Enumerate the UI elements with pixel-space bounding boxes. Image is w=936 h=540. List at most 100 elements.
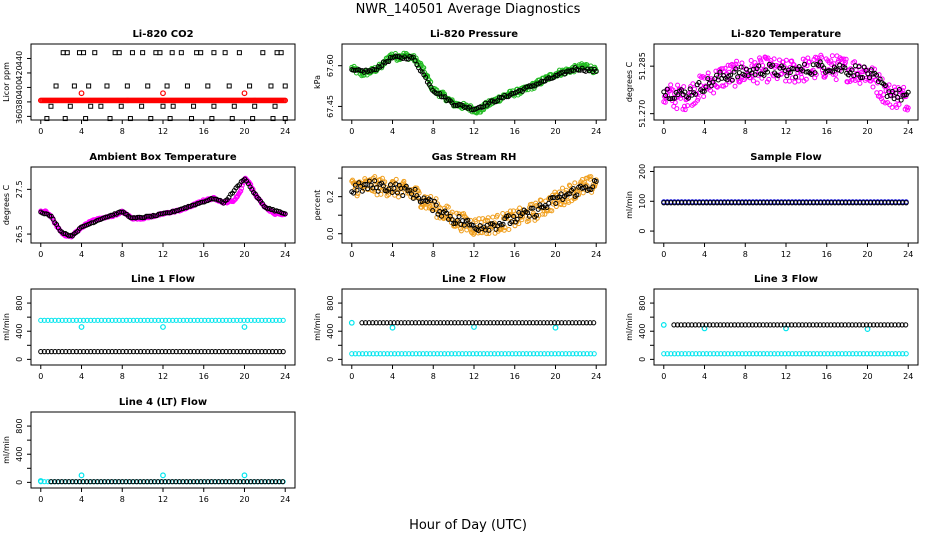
- panel-3-series-2-point: [859, 74, 865, 80]
- panel-10-series-2-point: [169, 479, 175, 485]
- panel-1-series-1-point: [250, 116, 256, 122]
- panel-3-series-2-point: [882, 83, 888, 89]
- panel-8-title: Line 2 Flow: [442, 274, 506, 285]
- panel-10-series-2-point: [162, 479, 168, 485]
- panel-3-series-1-point: [829, 62, 835, 68]
- panel-6-series-2-point: [835, 200, 842, 206]
- panel-8-series-2-point: [569, 320, 575, 326]
- panel-10-series-2-point: [269, 479, 275, 485]
- panel-5-xtick-label: 12: [469, 250, 479, 259]
- panel-3-series-2-point: [801, 61, 807, 67]
- panel-10-series-2-point: [116, 479, 122, 485]
- panel-3-series-1-point: [704, 73, 710, 79]
- panel-5-series-2-point: [416, 195, 422, 201]
- panel-7-series-1-point: [56, 317, 62, 323]
- panel-9-series-2-point: [885, 322, 891, 328]
- panel-5-series-2-point: [514, 216, 520, 222]
- panel-7-series-2-point: [45, 349, 51, 355]
- panel-3-series-1-point: [771, 56, 777, 62]
- panel-7-series-2-point: [241, 349, 247, 355]
- panel-6-series-2-point: [775, 200, 781, 206]
- panel-9-series-1-point: [892, 351, 899, 357]
- panel-9-series-1-point: [753, 351, 760, 357]
- panel-8-series-2-point: [384, 320, 390, 326]
- panel-3-series-2-point: [728, 72, 734, 78]
- panel-7-ylabel: ml/min: [2, 313, 11, 341]
- panel-8-series-1-point: [441, 351, 448, 357]
- panel-6-series-2-point: [760, 200, 767, 206]
- panel-7-xtick-label: 16: [199, 372, 209, 381]
- panel-7-series-1-point: [212, 317, 219, 323]
- panel-7-series-2-point: [91, 349, 97, 355]
- panel-9-series-2-point: [846, 322, 852, 328]
- panel-9-xtick-label: 0: [661, 372, 666, 381]
- panel-1-series-1-point: [270, 116, 276, 122]
- panel-3-series-2-point: [752, 72, 758, 78]
- panel-8-series-2-point: [437, 320, 443, 326]
- panel-3-series-2-point: [765, 69, 771, 75]
- panel-8-series-1-point: [509, 351, 515, 357]
- panel-9-series-1-point: [857, 351, 863, 357]
- panel-8-series-1-point: [530, 351, 537, 357]
- panel-5-series-2-point: [365, 186, 371, 192]
- panel-8-series-2-point: [583, 320, 590, 326]
- panel-10-series-2-point: [108, 479, 115, 485]
- panel-5-ylabel: percent: [313, 190, 322, 221]
- panel-7-series-2-point: [170, 349, 176, 355]
- panel-7-series-1-point: [91, 317, 97, 323]
- panel-9-series-1-point: [860, 351, 867, 357]
- panel-9-series-2-point: [771, 322, 777, 328]
- panel-8-series-1-point: [427, 351, 433, 357]
- panel-5-series-2-point: [553, 201, 559, 207]
- panel-8-series-2-point: [523, 320, 529, 326]
- panel-1-series-1-point: [83, 116, 89, 122]
- panel-9-series-1-point: [736, 351, 742, 357]
- panel-8-series-1-point: [555, 351, 562, 357]
- panel-9-xtick-label: 20: [862, 372, 872, 381]
- panel-8-series-1-highlight: [552, 324, 559, 331]
- panel-10-series-2-point: [84, 479, 90, 485]
- panel-5-series-1-point: [567, 183, 573, 189]
- panel-4-xtick-label: 16: [199, 250, 209, 259]
- panel-8-series-2-point: [494, 320, 501, 326]
- panel-3-series-2-point: [770, 62, 776, 68]
- panel-3-series-1-point: [857, 80, 863, 86]
- panel-10-series-2-point: [276, 479, 282, 485]
- panel-8-series-1-point: [452, 351, 458, 357]
- panel-5-series-2-point: [375, 188, 381, 194]
- panel-9-series-2-point: [721, 322, 727, 328]
- panel-6-series-2-point: [736, 200, 742, 206]
- panel-10-series-2-point: [198, 479, 204, 485]
- panel-3-series-1-point: [842, 59, 848, 65]
- panel-10-series-2-point: [112, 479, 118, 485]
- panel-9-series-1-point: [714, 351, 720, 357]
- panel-7-series-2-point: [134, 349, 140, 355]
- panel-6-series-2-point: [796, 200, 802, 206]
- panel-7-series-1-point: [266, 317, 272, 323]
- panel-5-series-2-point: [359, 188, 365, 194]
- panel-1-series-1-point: [191, 103, 197, 109]
- panel-1-series-1-point: [282, 83, 288, 89]
- panel-6-series-2-point: [689, 200, 695, 206]
- panel-3-series-1-point: [889, 104, 895, 110]
- panel-5-series-1-point: [458, 228, 464, 234]
- panel-5-series-2-point: [570, 186, 576, 192]
- panel-9-series-2-point: [774, 322, 780, 328]
- panel-8-series-2-point: [477, 320, 483, 326]
- panel-10-series-2-point: [80, 479, 86, 485]
- panel-6-series-2-point: [693, 200, 699, 206]
- panel-1-series-1-point: [129, 50, 135, 56]
- panel-8-series-2-point: [380, 320, 386, 326]
- panel-7-series-1-point: [273, 317, 279, 323]
- panel-9-series-1-point: [778, 351, 785, 357]
- panel-1-series-2-highlight: [160, 90, 166, 97]
- panel-7-series-1-point: [63, 317, 69, 323]
- panel-9-series-1-point: [839, 351, 845, 357]
- panel-9-series-1-point: [671, 351, 678, 357]
- panel-7-series-1-point: [159, 317, 165, 323]
- panel-9-series-2-point: [824, 322, 830, 328]
- panel-6-series-2-point: [782, 200, 788, 206]
- panel-9-series-1-point: [682, 351, 688, 357]
- panel-3-series-1-point: [819, 54, 825, 60]
- panel-8-series-2-point: [537, 320, 543, 326]
